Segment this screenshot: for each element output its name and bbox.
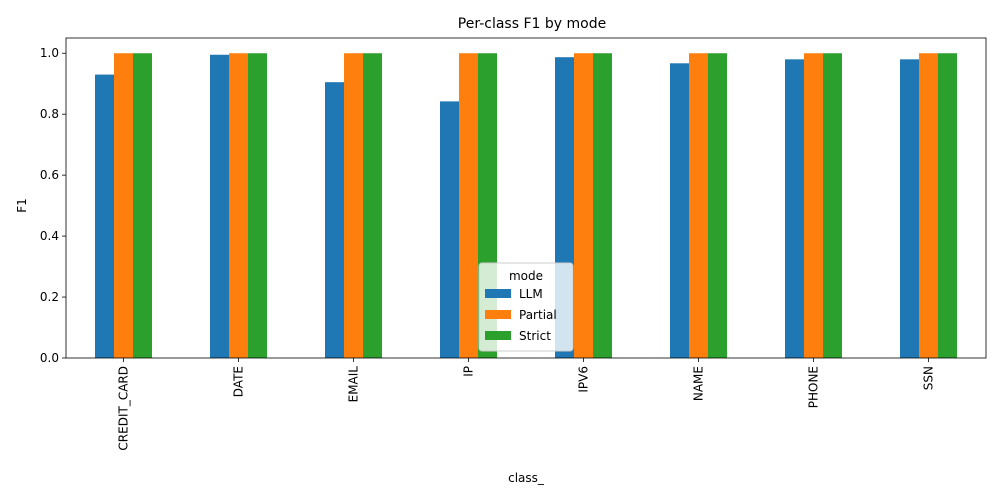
bar-partial-ssn xyxy=(919,53,938,358)
legend-label-strict: Strict xyxy=(519,329,551,343)
x-tick-label: NAME xyxy=(692,366,706,401)
bar-partial-date xyxy=(229,53,248,358)
bar-partial-ip xyxy=(459,53,478,358)
y-axis-label: F1 xyxy=(15,198,29,213)
bar-partial-credit_card xyxy=(114,53,133,358)
bar-llm-ssn xyxy=(900,59,919,358)
x-tick-label: IPV6 xyxy=(577,366,591,393)
bar-strict-ipv6 xyxy=(593,53,612,358)
x-axis: CREDIT_CARD DATE EMAIL IP IPV6 NAME PHONE SSN xyxy=(117,358,936,451)
y-tick-label: 0.2 xyxy=(40,290,59,304)
y-axis: 0.0 0.2 0.4 0.6 0.8 1.0 xyxy=(40,46,66,365)
bar-llm-phone xyxy=(785,59,804,358)
x-tick-label: PHONE xyxy=(807,366,821,408)
legend-swatch-llm xyxy=(485,289,511,298)
x-axis-label: class_ xyxy=(508,471,545,485)
bar-strict-name xyxy=(708,53,727,358)
bar-partial-ipv6 xyxy=(574,53,593,358)
bar-partial-email xyxy=(344,53,363,358)
legend-label-llm: LLM xyxy=(519,287,543,301)
bar-llm-credit_card xyxy=(95,74,114,359)
bar-strict-phone xyxy=(823,53,842,358)
bar-strict-email xyxy=(363,53,382,358)
y-tick-label: 0.6 xyxy=(40,168,59,182)
bar-strict-ssn xyxy=(938,53,957,358)
bar-llm-ip xyxy=(440,101,459,358)
chart-title: Per-class F1 by mode xyxy=(458,16,606,32)
y-tick-label: 0.0 xyxy=(40,351,59,365)
y-tick-label: 0.8 xyxy=(40,107,59,121)
legend-label-partial: Partial xyxy=(519,308,557,322)
bar-partial-name xyxy=(689,53,708,358)
legend-swatch-strict xyxy=(485,331,511,340)
x-tick-label: EMAIL xyxy=(347,366,361,403)
x-tick-label: IP xyxy=(462,366,476,377)
legend: mode LLM Partial Strict xyxy=(478,262,574,352)
bar-partial-phone xyxy=(804,53,823,358)
bar-llm-date xyxy=(210,54,229,359)
bar-strict-date xyxy=(248,53,267,358)
x-tick-label: DATE xyxy=(232,366,246,397)
legend-title: mode xyxy=(509,269,543,283)
plot-frame xyxy=(65,37,987,359)
legend-box xyxy=(478,262,574,352)
y-tick-label: 1.0 xyxy=(40,46,59,60)
bar-llm-name xyxy=(670,63,689,359)
bar-strict-credit_card xyxy=(133,53,152,358)
x-tick-label: CREDIT_CARD xyxy=(117,366,131,451)
x-tick-label: SSN xyxy=(922,366,936,390)
legend-swatch-partial xyxy=(485,310,511,319)
plot-area xyxy=(65,37,987,359)
y-tick-label: 0.4 xyxy=(40,229,59,243)
bar-llm-email xyxy=(325,82,344,358)
